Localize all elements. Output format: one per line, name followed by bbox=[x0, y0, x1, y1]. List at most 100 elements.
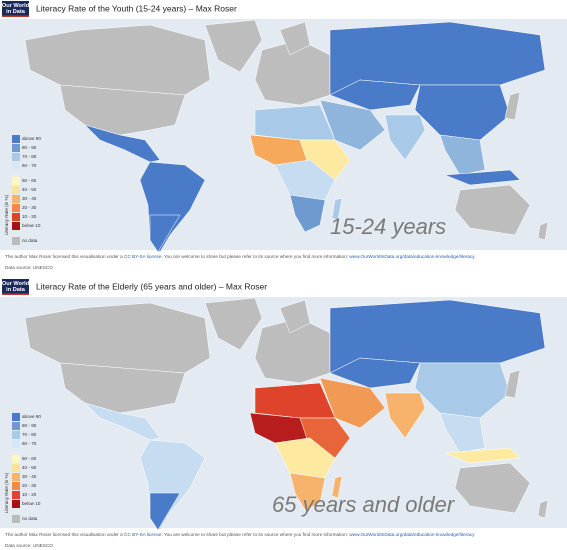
legend-label: above 90 bbox=[22, 414, 41, 419]
map bbox=[24, 297, 549, 531]
legend-label: 80 - 90 bbox=[22, 145, 37, 150]
country bbox=[537, 499, 549, 519]
country bbox=[329, 357, 421, 389]
data-source: Data source: UNESCO bbox=[5, 265, 53, 270]
overlay-label: 65 years and older bbox=[272, 492, 456, 517]
logo-box bbox=[2, 279, 29, 295]
link: www.OurWorldInData.org/data/education-kn… bbox=[349, 254, 475, 259]
legend-swatch bbox=[12, 204, 20, 212]
country bbox=[504, 91, 521, 121]
country bbox=[279, 21, 311, 56]
legend-swatch bbox=[12, 135, 20, 143]
legend-label: 50 - 60 bbox=[22, 178, 37, 183]
country bbox=[279, 299, 311, 334]
country bbox=[329, 79, 421, 111]
legend-label: 50 - 60 bbox=[22, 456, 37, 461]
country bbox=[59, 84, 186, 136]
country bbox=[24, 302, 211, 374]
legend-swatch bbox=[12, 422, 20, 430]
legend-label: 10 - 20 bbox=[22, 214, 37, 219]
legend-label: 60 - 70 bbox=[22, 441, 37, 446]
legend-axis-label: Literacy Rate (in %) bbox=[4, 472, 9, 513]
legend: above 90 80 - 90 70 - 80 60 - 70 50 - 60 40 -… bbox=[4, 135, 41, 245]
legend-swatch bbox=[12, 144, 20, 152]
country bbox=[454, 462, 531, 514]
legend-swatch bbox=[12, 177, 20, 185]
country bbox=[454, 184, 531, 236]
country bbox=[331, 475, 343, 499]
legend-label: 70 - 80 bbox=[22, 432, 37, 437]
country bbox=[384, 392, 426, 439]
footer-text: . You are welcome to share but please re… bbox=[161, 254, 349, 259]
country bbox=[149, 492, 181, 531]
legend-swatch bbox=[12, 455, 20, 463]
legend-label: below 10 bbox=[22, 223, 41, 228]
legend-swatch bbox=[12, 515, 20, 523]
legend-swatch bbox=[12, 162, 20, 170]
legend-label: 70 - 80 bbox=[22, 154, 37, 159]
footer-text: . You are welcome to share but please re… bbox=[161, 532, 349, 537]
title: Literacy Rate of the Youth (15-24 years)… bbox=[36, 3, 237, 13]
map bbox=[24, 19, 549, 253]
data-source: Data source: UNESCO bbox=[5, 543, 53, 548]
country bbox=[444, 447, 521, 464]
footer: The author Max Roser licensed this visua… bbox=[5, 532, 475, 537]
link: CC BY-SA license bbox=[124, 254, 162, 259]
legend-swatch bbox=[12, 186, 20, 194]
footer: The author Max Roser licensed this visua… bbox=[5, 254, 475, 259]
legend-label: 20 - 30 bbox=[22, 205, 37, 210]
legend-label: 80 - 90 bbox=[22, 423, 37, 428]
country bbox=[84, 124, 161, 163]
legend-label: no data bbox=[22, 238, 38, 243]
legend-axis-label: Literacy Rate (in %) bbox=[4, 194, 9, 235]
country bbox=[331, 197, 343, 221]
legend-swatch bbox=[12, 413, 20, 421]
footer-text: The author Max Roser licensed this visua… bbox=[5, 254, 124, 259]
legend-swatch bbox=[12, 195, 20, 203]
logo-text: Our World bbox=[2, 281, 30, 287]
legend-label: 40 - 50 bbox=[22, 187, 37, 192]
legend-swatch bbox=[12, 440, 20, 448]
legend-label: 40 - 50 bbox=[22, 465, 37, 470]
country bbox=[439, 134, 486, 176]
overlay-label: 15-24 years bbox=[330, 214, 446, 239]
legend-label: below 10 bbox=[22, 501, 41, 506]
country bbox=[59, 362, 186, 414]
legend-swatch bbox=[12, 222, 20, 230]
footer-text: The author Max Roser licensed this visua… bbox=[5, 532, 124, 537]
country bbox=[537, 221, 549, 241]
link: CC BY-SA license bbox=[124, 532, 162, 537]
logo-box bbox=[2, 1, 29, 17]
title: Literacy Rate of the Elderly (65 years a… bbox=[36, 281, 267, 291]
logo-text: in Data bbox=[6, 287, 26, 293]
legend: above 90 80 - 90 70 - 80 60 - 70 50 - 60 40 -… bbox=[4, 413, 41, 523]
logo-stripe bbox=[2, 15, 29, 17]
legend-label: 60 - 70 bbox=[22, 163, 37, 168]
legend-label: 10 - 20 bbox=[22, 492, 37, 497]
legend-swatch bbox=[12, 464, 20, 472]
country bbox=[289, 472, 326, 511]
legend-swatch bbox=[12, 153, 20, 161]
logo-stripe bbox=[2, 293, 29, 295]
logo-text: Our World bbox=[2, 3, 30, 9]
legend-swatch bbox=[12, 473, 20, 481]
link: www.OurWorldInData.org/data/education-kn… bbox=[349, 532, 475, 537]
country bbox=[384, 114, 426, 161]
country bbox=[204, 19, 263, 73]
legend-swatch bbox=[12, 482, 20, 490]
legend-label: no data bbox=[22, 516, 38, 521]
legend-label: 30 - 40 bbox=[22, 196, 37, 201]
legend-swatch bbox=[12, 431, 20, 439]
country bbox=[444, 169, 521, 186]
legend-label: 20 - 30 bbox=[22, 483, 37, 488]
country bbox=[504, 369, 521, 399]
country bbox=[149, 214, 181, 253]
country bbox=[289, 194, 326, 233]
legend-swatch bbox=[12, 500, 20, 508]
country bbox=[84, 402, 161, 441]
